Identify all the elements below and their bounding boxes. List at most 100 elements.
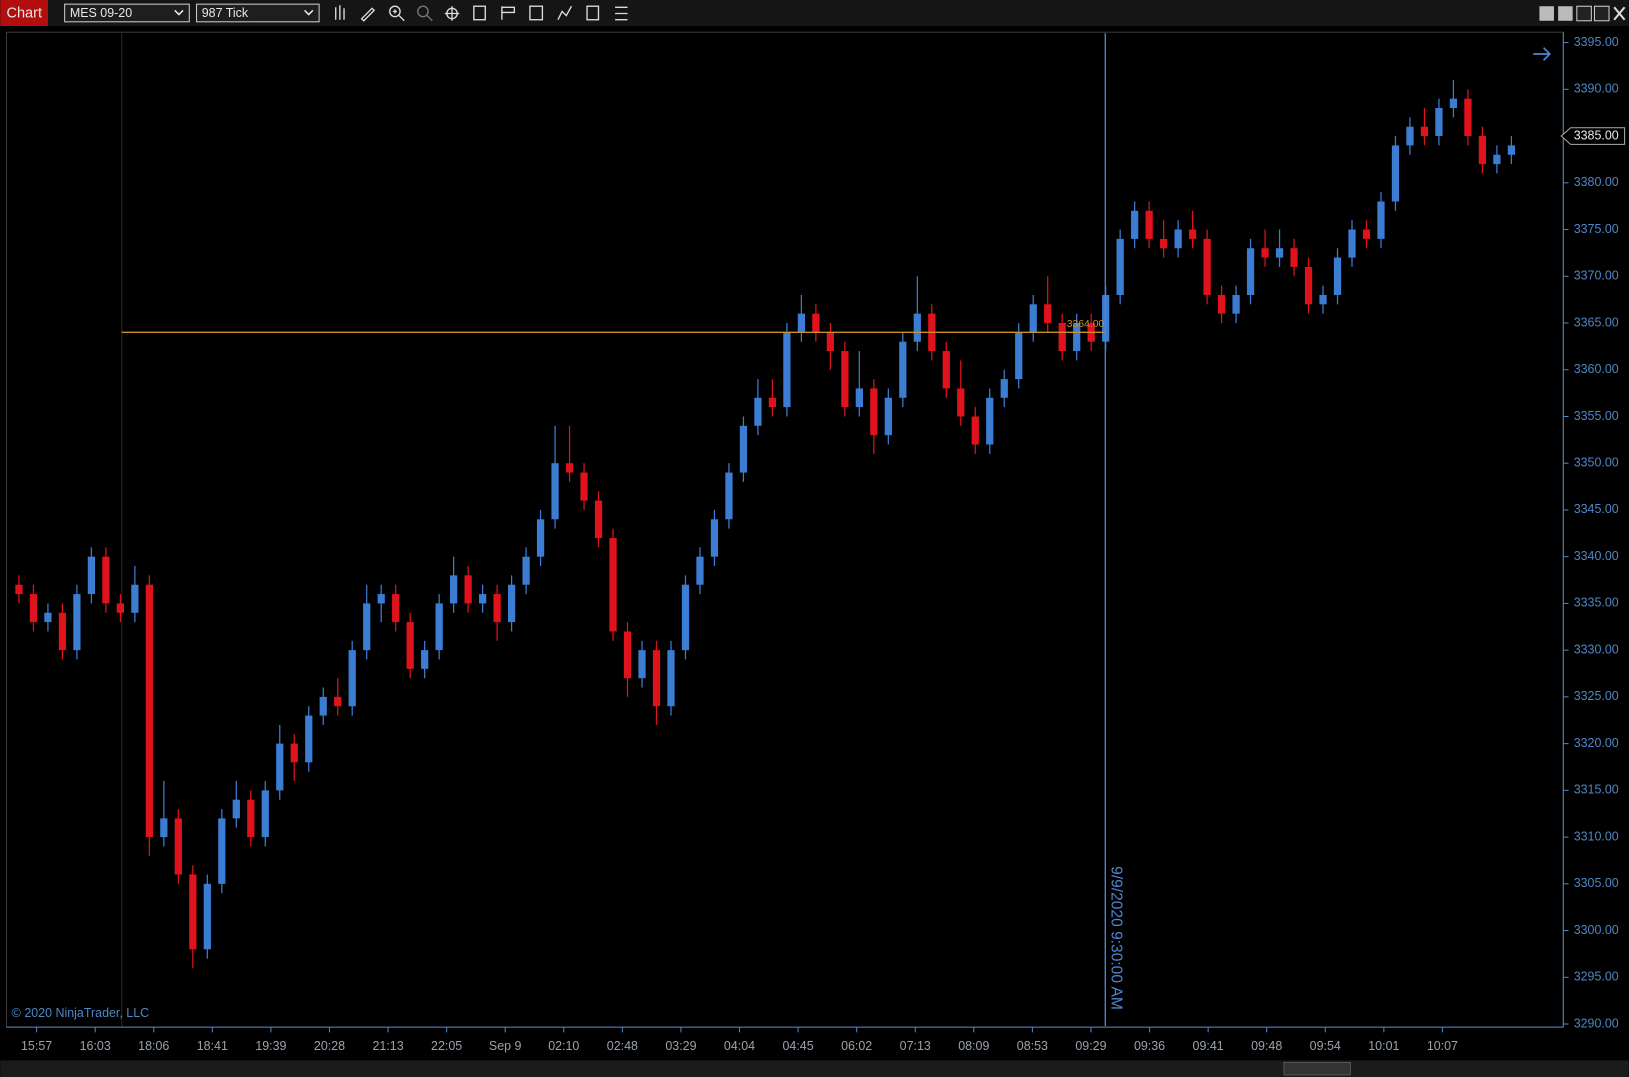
candle-body bbox=[1362, 229, 1371, 239]
y-tick-label: 3335.00 bbox=[1574, 596, 1619, 610]
x-tick-label: 22:05 bbox=[431, 1039, 462, 1053]
candle-body bbox=[160, 818, 168, 838]
x-tick-label: 07:13 bbox=[900, 1039, 931, 1053]
candle-body bbox=[1420, 126, 1429, 137]
instrument-label: MES 09-20 bbox=[70, 6, 132, 20]
chart-tab[interactable] bbox=[0, 0, 49, 26]
bars-icon[interactable] bbox=[335, 5, 345, 20]
candle-body bbox=[29, 594, 38, 623]
window-button[interactable] bbox=[1558, 6, 1573, 21]
minimize-button[interactable] bbox=[1576, 5, 1592, 22]
x-tick-label: 09:41 bbox=[1193, 1039, 1224, 1053]
candle-body bbox=[203, 883, 211, 950]
x-tick-label: 19:39 bbox=[255, 1039, 286, 1053]
candle-body bbox=[1058, 322, 1066, 352]
y-tick-label: 3350.00 bbox=[1574, 456, 1619, 470]
y-tick-label: 3355.00 bbox=[1574, 409, 1619, 423]
candle-body bbox=[1333, 257, 1342, 295]
indicator-icon[interactable] bbox=[557, 5, 573, 21]
x-tick-label: 09:36 bbox=[1134, 1039, 1165, 1053]
interval-dropdown[interactable] bbox=[196, 3, 320, 23]
candle-body bbox=[435, 603, 443, 651]
candle-body bbox=[986, 397, 994, 445]
candle-body bbox=[1348, 229, 1356, 258]
candle-body bbox=[754, 397, 762, 426]
y-tick-label: 3305.00 bbox=[1574, 876, 1619, 890]
candle-body bbox=[1145, 210, 1153, 239]
candle-body bbox=[1131, 210, 1139, 239]
x-tick-label: 09:48 bbox=[1251, 1039, 1282, 1053]
candle-body bbox=[594, 500, 603, 538]
candle-body bbox=[1044, 304, 1052, 323]
candle-body bbox=[261, 790, 269, 838]
copyright: © 2020 NinjaTrader, LLC bbox=[12, 1006, 149, 1020]
candle-body bbox=[1449, 98, 1458, 109]
y-tick-label: 3375.00 bbox=[1574, 222, 1619, 236]
candle-body bbox=[507, 584, 516, 623]
candle-body bbox=[464, 575, 472, 604]
candle-body bbox=[609, 537, 617, 632]
candle-body bbox=[710, 519, 719, 557]
price-line-label: 3364.00 bbox=[1067, 319, 1105, 330]
candle-body bbox=[1435, 108, 1443, 137]
x-tick-label: 15:57 bbox=[21, 1039, 52, 1053]
candle-body bbox=[145, 584, 153, 838]
candle-body bbox=[1073, 322, 1081, 352]
last-price-label: 3385.00 bbox=[1574, 128, 1619, 142]
candle-body bbox=[73, 594, 81, 651]
candle-body bbox=[826, 332, 834, 352]
zoom-out-icon[interactable] bbox=[417, 5, 429, 18]
x-tick-label: 03:29 bbox=[665, 1039, 696, 1053]
close-button[interactable] bbox=[1613, 6, 1626, 21]
x-tick-label: 09:54 bbox=[1310, 1039, 1341, 1053]
candle-body bbox=[478, 594, 487, 604]
x-tick-label: 18:06 bbox=[138, 1039, 169, 1053]
candle-body bbox=[1174, 229, 1182, 249]
scrollbar[interactable] bbox=[0, 1060, 1629, 1077]
properties-icon[interactable] bbox=[473, 5, 486, 21]
candle-body bbox=[363, 603, 371, 651]
x-tick-label: 18:41 bbox=[197, 1039, 228, 1053]
candle-body bbox=[638, 650, 646, 679]
zoom-in-icon[interactable] bbox=[389, 5, 401, 18]
x-tick-label: 08:09 bbox=[958, 1039, 989, 1053]
instrument-dropdown[interactable] bbox=[64, 3, 190, 23]
y-tick-label: 3330.00 bbox=[1574, 642, 1619, 656]
candle-body bbox=[348, 650, 356, 707]
candle-body bbox=[870, 388, 878, 436]
candle-body bbox=[1478, 136, 1487, 165]
candle-body bbox=[232, 799, 240, 819]
candle-body bbox=[1377, 201, 1385, 239]
candle-body bbox=[1464, 98, 1472, 137]
window-controls bbox=[1539, 5, 1626, 22]
x-tick-label: 09:29 bbox=[1075, 1039, 1106, 1053]
candle-body bbox=[884, 397, 892, 436]
candle-body bbox=[334, 696, 342, 707]
candle-body bbox=[1188, 229, 1197, 239]
menu-icon[interactable] bbox=[615, 6, 628, 21]
scroll-to-end-icon[interactable] bbox=[1533, 47, 1551, 61]
x-tick-label: 06:02 bbox=[841, 1039, 872, 1053]
draw-icon[interactable] bbox=[360, 7, 376, 22]
candle-body bbox=[768, 397, 777, 408]
y-tick-label: 3340.00 bbox=[1574, 549, 1619, 563]
window-button[interactable] bbox=[1539, 6, 1554, 21]
y-tick-label: 3345.00 bbox=[1574, 502, 1619, 516]
candle-body bbox=[1406, 126, 1414, 146]
workspace-icon[interactable] bbox=[586, 5, 600, 21]
x-tick-label: 02:48 bbox=[607, 1039, 638, 1053]
template-icon[interactable] bbox=[501, 6, 516, 20]
x-tick-label: 20:28 bbox=[314, 1039, 345, 1053]
candle-body bbox=[725, 472, 733, 520]
candle-body bbox=[1015, 332, 1023, 380]
candle-body bbox=[696, 556, 704, 585]
x-tick-label: 21:13 bbox=[372, 1039, 403, 1053]
strategy-icon[interactable] bbox=[529, 5, 544, 21]
scrollbar-thumb[interactable] bbox=[1283, 1061, 1351, 1076]
candle-body bbox=[450, 575, 458, 604]
maximize-button[interactable] bbox=[1593, 5, 1610, 22]
candle-body bbox=[1160, 238, 1168, 249]
candle-body bbox=[276, 743, 284, 791]
y-tick-label: 3395.00 bbox=[1574, 35, 1619, 49]
candle-body bbox=[522, 556, 530, 585]
